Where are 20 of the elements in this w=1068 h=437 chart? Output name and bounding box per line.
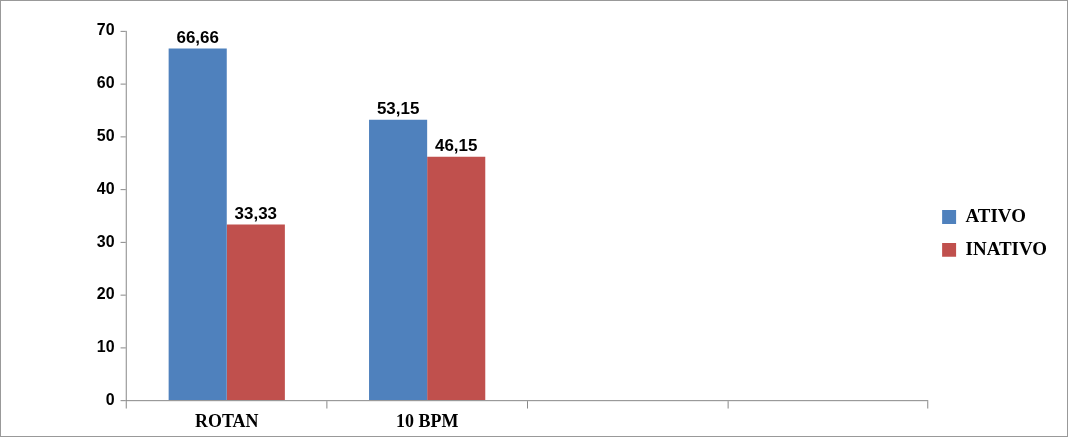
y-tick-label: 70 xyxy=(96,21,115,39)
y-tick-label: 60 xyxy=(96,74,115,92)
y-tick-label: 0 xyxy=(105,390,115,408)
data-label: 33,33 xyxy=(234,203,278,223)
y-tick-label: 30 xyxy=(96,232,115,250)
bar xyxy=(369,119,428,401)
y-tick-label: 20 xyxy=(96,285,115,303)
data-label: 46,15 xyxy=(434,136,478,156)
data-label: 53,15 xyxy=(376,99,420,119)
data-label: 66,66 xyxy=(176,27,219,47)
bar xyxy=(226,224,285,401)
y-tick-label: 10 xyxy=(96,338,115,356)
legend-label: ATIVO xyxy=(965,204,1026,226)
x-tick-label: 10 BPM xyxy=(395,410,459,431)
bar xyxy=(427,156,486,401)
legend-label: INATIVO xyxy=(965,237,1047,259)
bar xyxy=(168,48,227,401)
x-tick-label: ROTAN xyxy=(194,410,259,431)
y-tick-label: 50 xyxy=(96,126,115,144)
y-tick-label: 40 xyxy=(96,179,115,197)
